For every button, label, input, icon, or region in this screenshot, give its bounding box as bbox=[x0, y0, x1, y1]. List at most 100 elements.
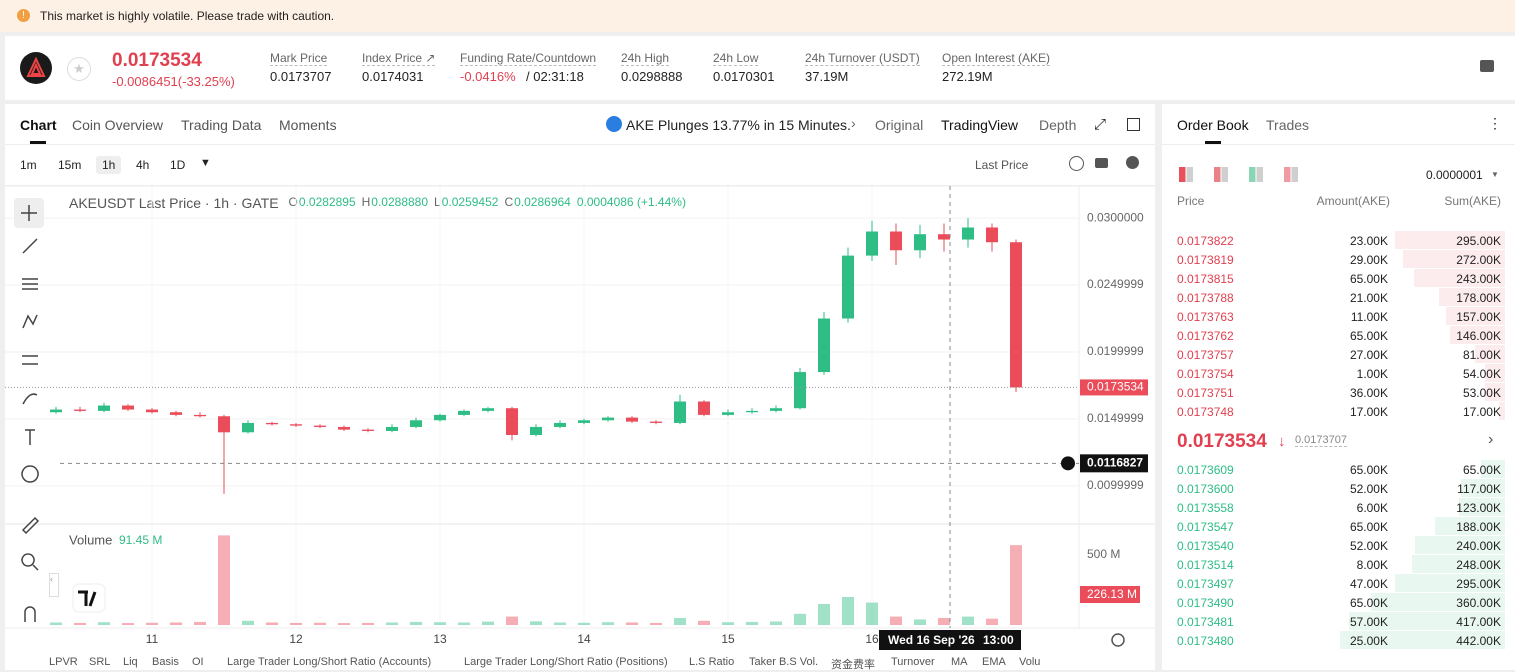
drawing-tool[interactable] bbox=[20, 389, 40, 409]
drawing-tool[interactable] bbox=[20, 236, 40, 256]
price-type[interactable]: Last Price bbox=[975, 158, 1029, 172]
drawing-tool[interactable] bbox=[20, 312, 40, 332]
menu[interactable]: ⋮ bbox=[1488, 115, 1502, 131]
ob-price[interactable]: 0.0173540 bbox=[1177, 539, 1234, 553]
candle-body bbox=[1010, 242, 1022, 388]
ob-price[interactable]: 0.0173609 bbox=[1177, 463, 1234, 477]
dropdown[interactable]: ▼ bbox=[200, 157, 211, 169]
ob-price[interactable]: 0.0173788 bbox=[1177, 291, 1234, 305]
indicator-tab[interactable]: L.S Ratio bbox=[689, 656, 735, 668]
candle-body bbox=[938, 234, 950, 240]
tab[interactable]: Trading Data bbox=[181, 117, 262, 133]
settings-target bbox=[1111, 633, 1125, 647]
indicator-tab[interactable]: Volu bbox=[1019, 656, 1041, 668]
indicator-tab[interactable]: SRL bbox=[89, 656, 111, 668]
view-option[interactable]: Original bbox=[875, 117, 924, 133]
indicator-tab[interactable]: EMA bbox=[982, 656, 1006, 668]
volume-bar bbox=[362, 622, 374, 625]
view-option[interactable]: TradingView bbox=[941, 117, 1019, 133]
ob-tab[interactable]: Trades bbox=[1266, 117, 1310, 133]
ob-price[interactable]: 0.0173763 bbox=[1177, 310, 1234, 324]
drawing-tool[interactable] bbox=[14, 198, 44, 228]
interval[interactable]: 1m bbox=[20, 158, 37, 172]
ob-price[interactable]: 0.0173757 bbox=[1177, 348, 1234, 362]
ob-price[interactable]: 0.0173497 bbox=[1177, 577, 1234, 591]
news-arrow[interactable]: › bbox=[851, 115, 856, 131]
layout-toggle[interactable] bbox=[1249, 167, 1263, 182]
ob-price[interactable]: 0.0173815 bbox=[1177, 272, 1234, 286]
candle-body bbox=[266, 422, 278, 425]
last-price: 0.0173534 bbox=[112, 50, 202, 71]
tab[interactable]: Moments bbox=[279, 117, 337, 133]
layout-toggle[interactable] bbox=[1214, 167, 1228, 182]
indicator-tab[interactable]: Turnover bbox=[891, 656, 935, 668]
interval[interactable]: 1h bbox=[96, 156, 122, 174]
tool-path bbox=[21, 465, 39, 483]
favorite[interactable]: ★ bbox=[67, 57, 91, 81]
candle-body bbox=[770, 408, 782, 411]
search-icon[interactable] bbox=[1069, 156, 1084, 171]
layout-toggle[interactable] bbox=[1179, 167, 1193, 182]
indicator-tab[interactable]: OI bbox=[192, 656, 204, 668]
camera-icon[interactable] bbox=[1095, 158, 1108, 168]
indicator-tab[interactable]: Large Trader Long/Short Ratio (Accounts) bbox=[227, 656, 432, 668]
indicator-tab[interactable]: Large Trader Long/Short Ratio (Positions… bbox=[464, 656, 668, 668]
tab[interactable]: Coin Overview bbox=[72, 117, 164, 133]
ob-price[interactable]: 0.0173751 bbox=[1177, 386, 1234, 400]
depth-bar bbox=[1415, 536, 1505, 554]
drawing-tool[interactable] bbox=[20, 427, 40, 447]
stat-label[interactable]: Index Price ↗ bbox=[362, 51, 436, 66]
ob-price[interactable]: 0.0173481 bbox=[1177, 615, 1234, 629]
ob-amount: 21.00K bbox=[1349, 291, 1388, 305]
precision-caret[interactable]: ▼ bbox=[1491, 170, 1499, 179]
stat-extra: / 02:31:18 bbox=[526, 69, 584, 84]
drawing-tool[interactable] bbox=[20, 604, 40, 624]
ob-price[interactable]: 0.0173480 bbox=[1177, 634, 1234, 648]
interval[interactable]: 1D bbox=[170, 158, 186, 172]
drawing-tool[interactable] bbox=[20, 274, 40, 294]
indicator-tab[interactable]: Taker B.S Vol. bbox=[749, 656, 819, 668]
window-icon[interactable] bbox=[1127, 118, 1140, 131]
ob-price[interactable]: 0.0173748 bbox=[1177, 405, 1234, 419]
indicator-tab[interactable]: Liq bbox=[123, 656, 138, 668]
volume-bar bbox=[530, 621, 542, 625]
candle-body bbox=[74, 409, 86, 411]
ob-price[interactable]: 0.0173547 bbox=[1177, 520, 1234, 534]
layout-toggle[interactable] bbox=[1284, 167, 1298, 182]
ob-price[interactable]: 0.0173762 bbox=[1177, 329, 1234, 343]
view-option[interactable]: Depth bbox=[1039, 117, 1077, 133]
stat-label[interactable]: Mark Price bbox=[270, 51, 328, 66]
indicator-tab[interactable]: Basis bbox=[152, 656, 179, 668]
precision[interactable]: 0.0000001 bbox=[1426, 168, 1483, 182]
fullscreen[interactable]: ⤢ bbox=[1094, 116, 1107, 133]
stat-label[interactable]: Funding Rate/Countdown bbox=[460, 51, 597, 66]
settings-icon[interactable] bbox=[1126, 156, 1139, 169]
ob-price[interactable]: 0.0173490 bbox=[1177, 596, 1234, 610]
ob-price[interactable]: 0.0173558 bbox=[1177, 501, 1234, 515]
indicator-tab[interactable]: MA bbox=[951, 656, 968, 668]
ob-price[interactable]: 0.0173600 bbox=[1177, 482, 1234, 496]
tool-path bbox=[22, 355, 38, 365]
ob-price[interactable]: 0.0173754 bbox=[1177, 367, 1234, 381]
book-icon[interactable] bbox=[1480, 60, 1494, 72]
mid-chevron[interactable]: › bbox=[1488, 431, 1494, 448]
interval[interactable]: 15m bbox=[58, 158, 82, 172]
volume-bar bbox=[818, 603, 830, 625]
collapse[interactable]: ‹ bbox=[49, 573, 59, 597]
drawing-tool[interactable] bbox=[20, 515, 40, 535]
ob-price[interactable]: 0.0173819 bbox=[1177, 253, 1234, 267]
candle-body bbox=[914, 234, 926, 251]
column-header: Amount(AKE) bbox=[1316, 194, 1390, 208]
ob-price[interactable]: 0.0173822 bbox=[1177, 234, 1234, 248]
ob-tab[interactable]: Order Book bbox=[1177, 117, 1249, 133]
drawing-tool[interactable] bbox=[20, 552, 40, 572]
ob-price[interactable]: 0.0173514 bbox=[1177, 558, 1234, 572]
tab[interactable]: Chart bbox=[20, 117, 57, 133]
indicator-tab[interactable]: 资金费率 bbox=[831, 659, 875, 671]
news[interactable]: AKE Plunges 13.77% in 15 Minutes. bbox=[626, 117, 851, 133]
x-tick-label: 14 bbox=[577, 632, 591, 646]
indicator-tab[interactable]: LPVR bbox=[49, 656, 78, 668]
interval[interactable]: 4h bbox=[136, 158, 150, 172]
drawing-tool[interactable] bbox=[20, 350, 40, 370]
drawing-tool[interactable] bbox=[20, 464, 40, 484]
